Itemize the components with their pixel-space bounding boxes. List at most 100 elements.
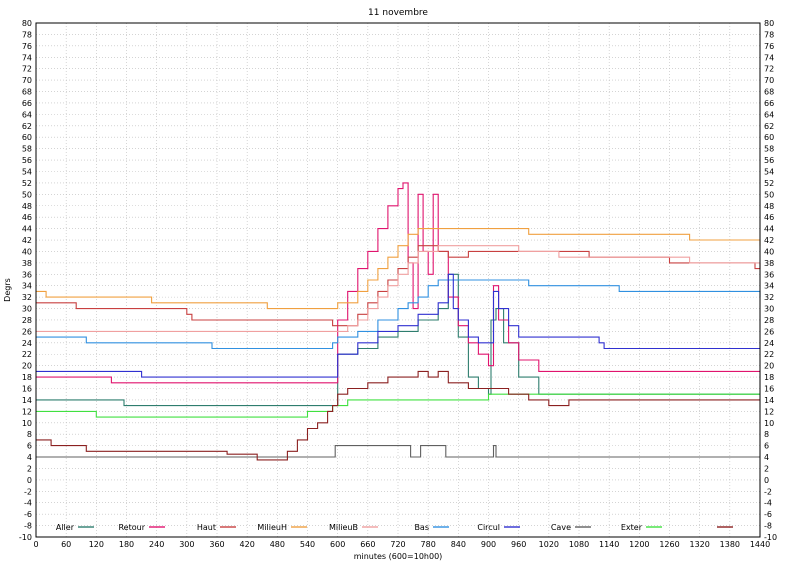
x-tick-label: 360 xyxy=(209,540,224,549)
x-tick-label: 1380 xyxy=(720,540,740,549)
y-tick-label-left: 10 xyxy=(22,419,32,428)
x-axis-label: minutes (600=10h00) xyxy=(354,552,443,561)
y-tick-label-right: 0 xyxy=(764,476,769,485)
y-tick-label-left: 66 xyxy=(22,99,32,108)
y-tick-label-right: -4 xyxy=(764,499,772,508)
legend-label: MilieuH xyxy=(257,523,287,532)
y-tick-label-right: 38 xyxy=(764,259,774,268)
y-tick-label-right: 52 xyxy=(764,179,774,188)
x-tick-label: 240 xyxy=(149,540,164,549)
y-tick-label-right: 10 xyxy=(764,419,774,428)
y-tick-label-left: 74 xyxy=(22,53,32,62)
series-line-milieuh xyxy=(36,228,761,310)
y-tick-label-right: 70 xyxy=(764,76,774,85)
legend: Aller Retour Haut MilieuH MilieuB Bas Circul Ca… xyxy=(56,523,733,532)
y-tick-label-left: 64 xyxy=(22,110,32,119)
y-tick-label-left: 22 xyxy=(22,350,32,359)
x-tick-label: 660 xyxy=(360,540,375,549)
legend-label: Haut xyxy=(197,523,216,532)
x-tick-label: 180 xyxy=(119,540,134,549)
y-tick-label-left: 62 xyxy=(22,122,32,131)
y-tick-label-left: 12 xyxy=(22,407,32,416)
x-tick-label: 1320 xyxy=(689,540,709,549)
y-tick-label-left: 32 xyxy=(22,293,32,302)
y-tick-label-right: 28 xyxy=(764,316,774,325)
y-tick-label-right: 64 xyxy=(764,110,774,119)
y-tick-label-left: 26 xyxy=(22,327,32,336)
x-tick-label: 120 xyxy=(89,540,104,549)
y-tick-label-left: 52 xyxy=(22,179,32,188)
y-tick-label-left: 36 xyxy=(22,270,32,279)
x-tick-label: 900 xyxy=(481,540,496,549)
x-tick-label: 540 xyxy=(300,540,315,549)
y-tick-label-right: 16 xyxy=(764,385,774,394)
y-tick-label-left: 56 xyxy=(22,156,32,165)
y-tick-label-right: 14 xyxy=(764,396,774,405)
y-tick-label-left: 28 xyxy=(22,316,32,325)
y-tick-label-left: 58 xyxy=(22,145,32,154)
y-tick-label-right: 34 xyxy=(764,282,774,291)
y-tick-label-left: 44 xyxy=(22,225,32,234)
legend-label: Aller xyxy=(56,523,75,532)
y-tick-label-right: 78 xyxy=(764,30,774,39)
y-tick-label-left: 2 xyxy=(27,464,32,473)
y-tick-label-left: 20 xyxy=(22,362,32,371)
x-tick-label: 480 xyxy=(270,540,285,549)
y-tick-label-right: 42 xyxy=(764,236,774,245)
series-line-cave xyxy=(36,445,760,458)
x-tick-label: 300 xyxy=(179,540,194,549)
y-tick-label-right: -8 xyxy=(764,522,772,531)
x-tick-label: 720 xyxy=(390,540,405,549)
y-tick-label-right: 60 xyxy=(764,133,774,142)
y-tick-label-left: 0 xyxy=(27,476,32,485)
y-tick-label-left: 80 xyxy=(22,19,32,28)
y-tick-label-right: 2 xyxy=(764,464,769,473)
y-tick-label-right: 6 xyxy=(764,442,769,451)
y-tick-label-right: 32 xyxy=(764,293,774,302)
x-tick-label: 420 xyxy=(240,540,255,549)
y-tick-label-right: 74 xyxy=(764,53,774,62)
x-tick-label: 1020 xyxy=(539,540,559,549)
legend-label: Circul xyxy=(477,523,500,532)
x-tick-label: 1260 xyxy=(659,540,679,549)
x-tick-label: 0 xyxy=(33,540,38,549)
y-tick-label-left: 38 xyxy=(22,259,32,268)
y-tick-label-left: -2 xyxy=(24,487,32,496)
y-tick-label-right: 30 xyxy=(764,305,774,314)
series-line-unnamed xyxy=(36,370,760,461)
x-tick-label: 1080 xyxy=(569,540,589,549)
y-tick-label-right: 68 xyxy=(764,88,774,97)
y-tick-label-left: 18 xyxy=(22,373,32,382)
y-tick-label-right: -6 xyxy=(764,510,772,519)
y-tick-label-right: 18 xyxy=(764,373,774,382)
y-tick-label-right: 80 xyxy=(764,19,774,28)
y-tick-label-left: 16 xyxy=(22,385,32,394)
plot-frame xyxy=(35,22,761,538)
y-tick-label-left: 4 xyxy=(27,453,32,462)
chart-title: 11 novembre xyxy=(368,8,428,18)
y-axis-label: Degrs xyxy=(3,278,12,302)
y-tick-label-right: 22 xyxy=(764,350,774,359)
y-tick-label-right: 66 xyxy=(764,99,774,108)
legend-label: Bas xyxy=(414,523,429,532)
series-lines xyxy=(36,182,761,461)
x-tick-label: 1140 xyxy=(599,540,619,549)
y-tick-label-left: 60 xyxy=(22,133,32,142)
y-tick-label-left: 24 xyxy=(22,339,32,348)
y-tick-label-left: -8 xyxy=(24,522,32,531)
legend-label: Exter xyxy=(621,523,643,532)
y-tick-label-left: 46 xyxy=(22,213,32,222)
axis-ticks: 0 60 120 180 240 300 360 420 480 540 600 660 720 780 8… xyxy=(19,19,777,549)
x-tick-label: 780 xyxy=(421,540,436,549)
y-tick-label-left: 30 xyxy=(22,305,32,314)
series-line-bas xyxy=(36,279,761,350)
y-tick-label-left: 14 xyxy=(22,396,32,405)
y-tick-label-right: 58 xyxy=(764,145,774,154)
y-tick-label-right: 36 xyxy=(764,270,774,279)
legend-label: Cave xyxy=(551,523,571,532)
y-tick-label-right: 50 xyxy=(764,190,774,199)
y-tick-label-right: 8 xyxy=(764,430,769,439)
y-tick-label-left: -6 xyxy=(24,510,32,519)
y-tick-label-right: 44 xyxy=(764,225,774,234)
